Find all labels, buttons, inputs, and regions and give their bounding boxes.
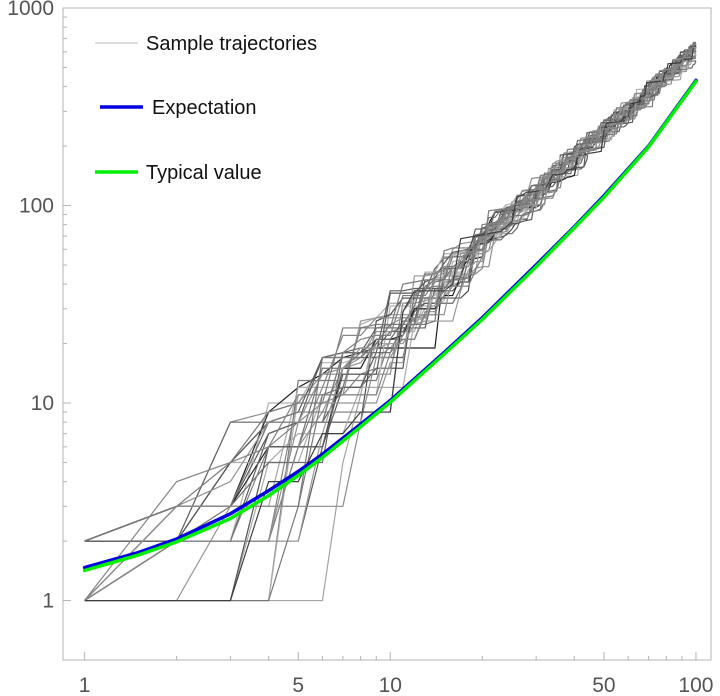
sample-trajectory-line (84, 43, 697, 601)
x-tick-label: 50 (592, 674, 615, 696)
sample-trajectory-line (84, 57, 697, 602)
y-tick-label: 1 (42, 590, 54, 613)
y-axis: 1 10 100 1000 (7, 0, 71, 613)
sample-trajectory-line (84, 52, 697, 601)
x-tick-label: 100 (678, 674, 713, 696)
legend-label: Typical value (146, 162, 262, 184)
typical-value-line (82, 79, 698, 573)
main-curves (82, 78, 698, 573)
x-tick-label: 1 (79, 674, 91, 696)
x-tick-label: 5 (292, 674, 304, 696)
y-tick-label: 1000 (7, 0, 54, 20)
y-tick-label: 10 (31, 392, 54, 415)
sample-trajectory-line (84, 50, 696, 601)
legend-label: Expectation (152, 97, 257, 119)
sample-trajectories (84, 41, 697, 602)
x-axis: 1 5 10 50 100 (79, 652, 713, 696)
legend-label: Sample trajectories (146, 33, 317, 55)
x-tick-label: 10 (379, 674, 402, 696)
sample-trajectory-line (84, 45, 697, 602)
y-tick-label: 100 (19, 195, 54, 218)
legend: Sample trajectories Expectation Typical va… (95, 33, 317, 184)
plot-frame (62, 7, 712, 661)
